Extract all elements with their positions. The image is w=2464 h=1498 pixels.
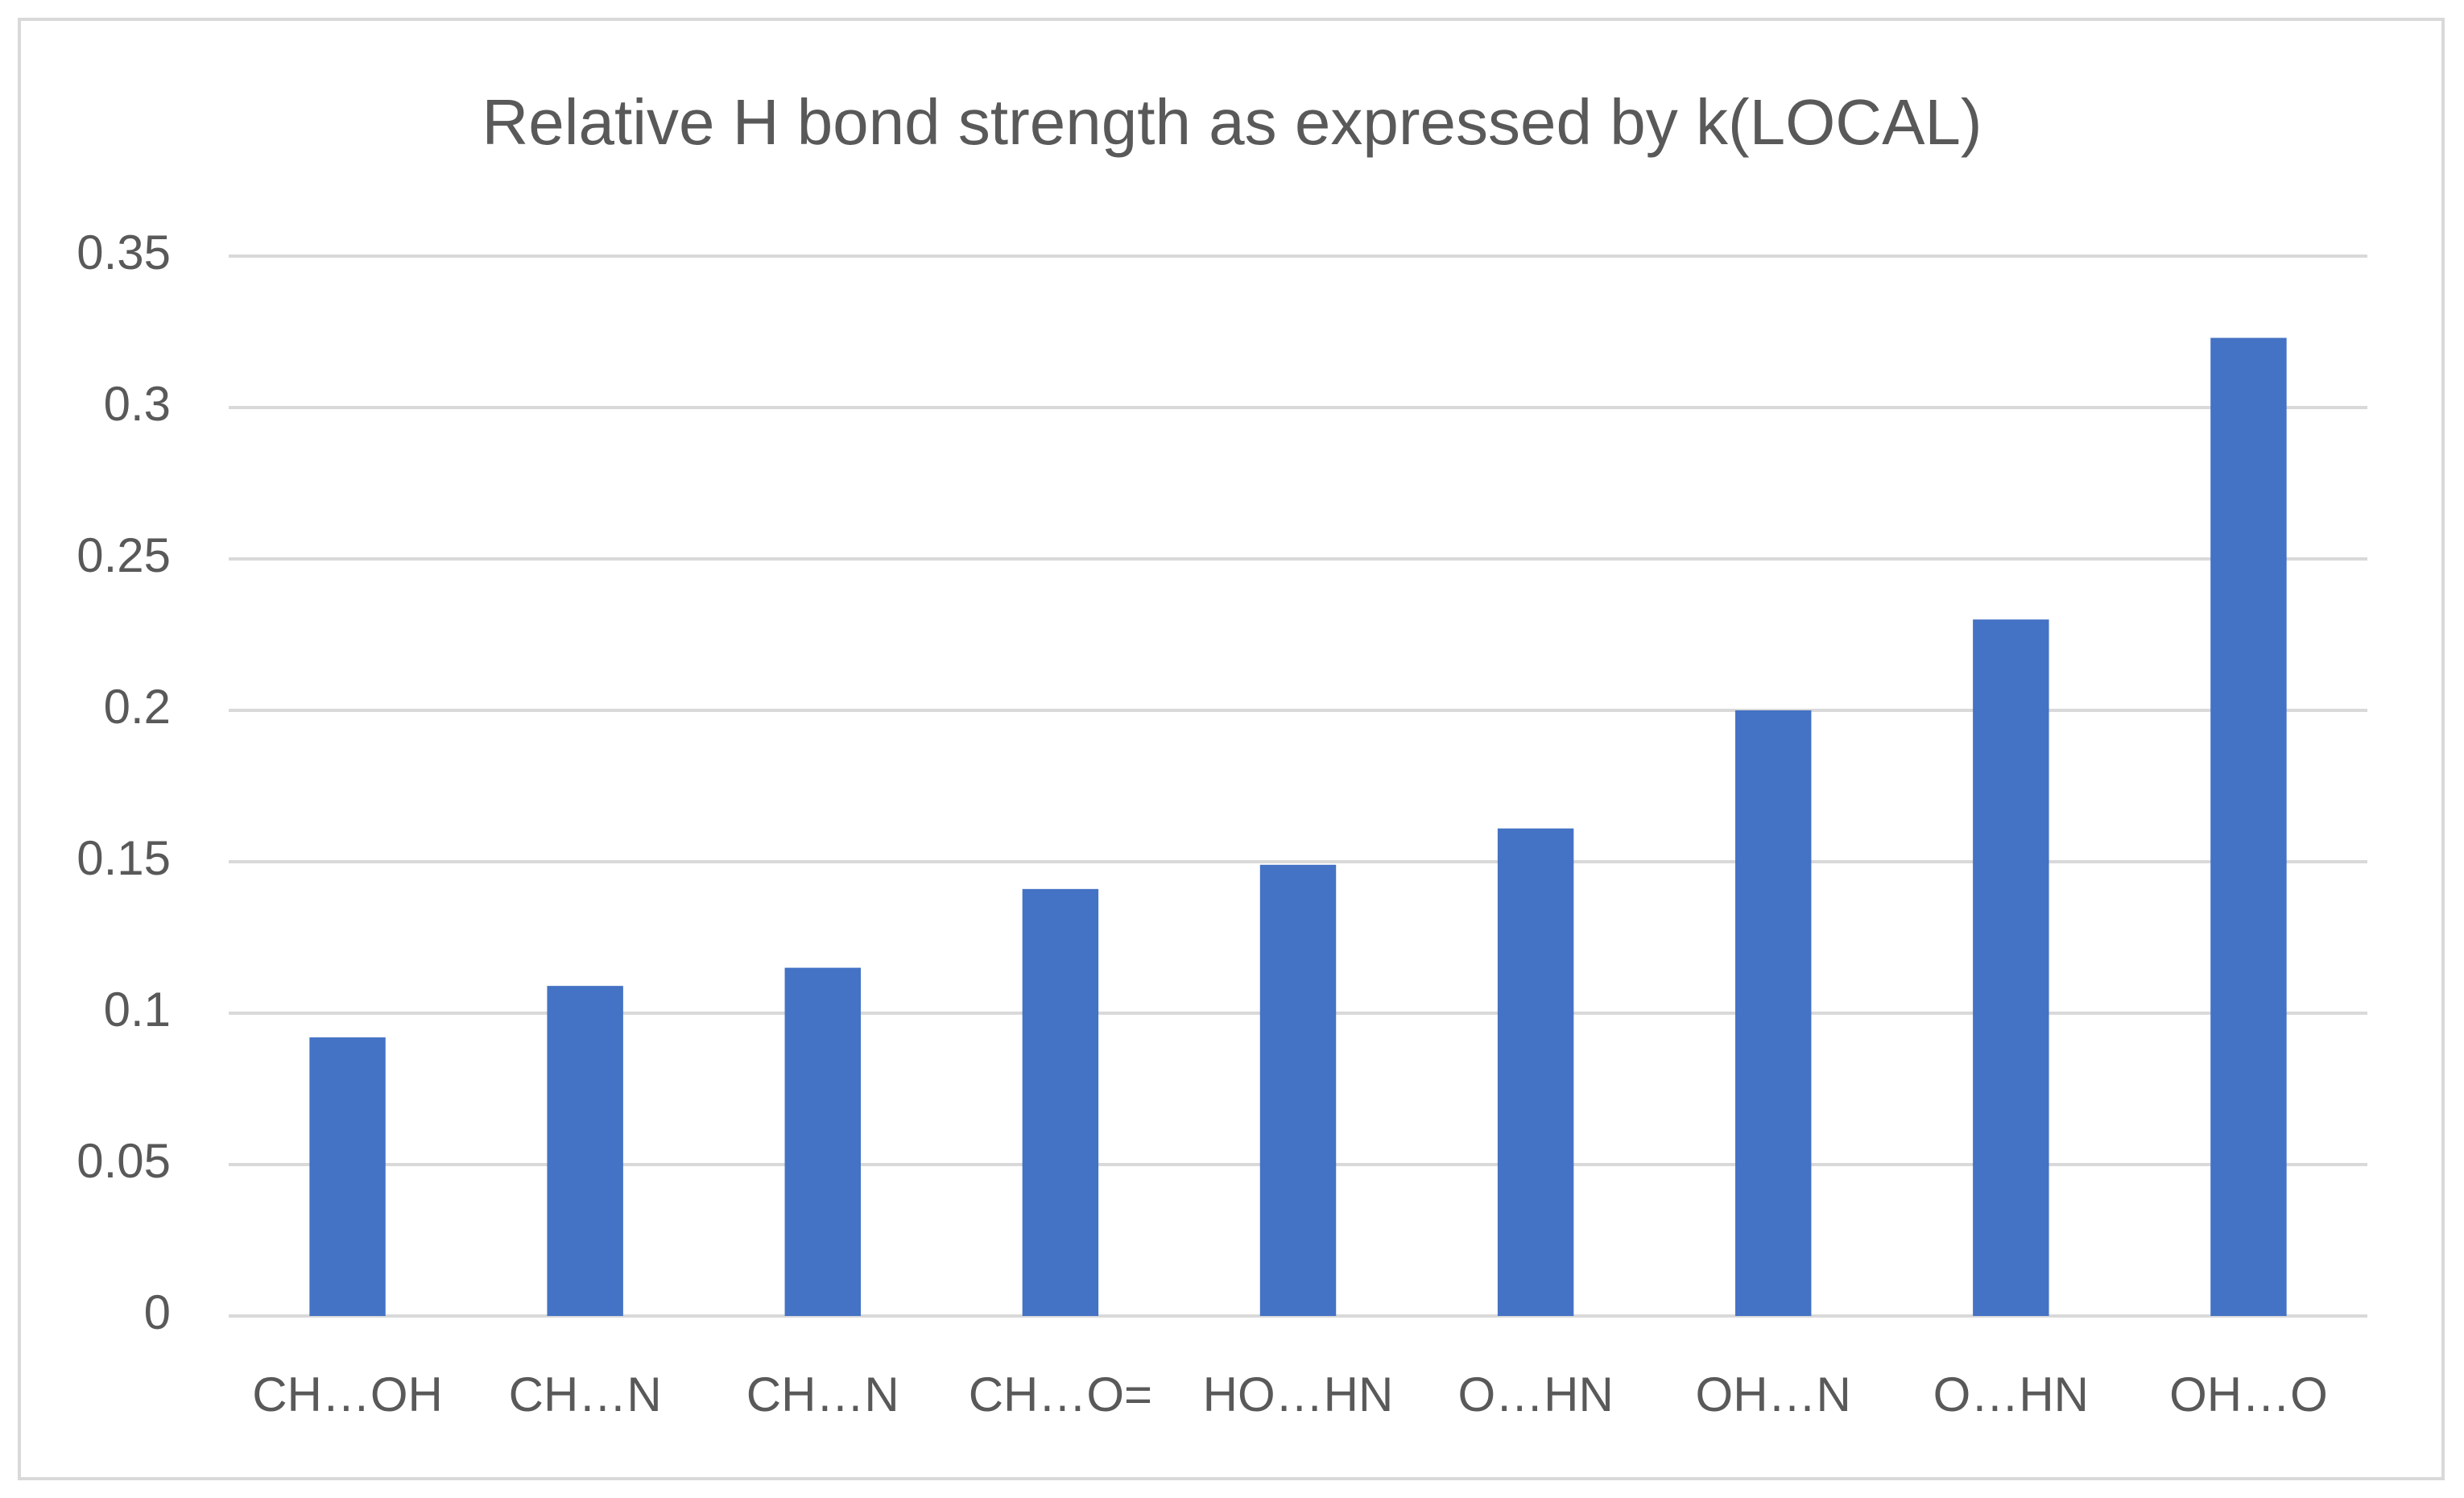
x-tick-label: CH…O= <box>969 1368 1152 1421</box>
x-tick-label: CH…N <box>746 1368 899 1421</box>
bar <box>2210 337 2287 1316</box>
x-tick-label: O…HN <box>1457 1368 1613 1421</box>
chart-title: Relative H bond strength as expressed by… <box>482 86 1982 158</box>
y-tick-label: 0.1 <box>104 983 171 1037</box>
y-tick-label: 0.15 <box>76 831 171 885</box>
x-tick-label: O…HN <box>1933 1368 2089 1421</box>
x-tick-label: OH…O <box>2169 1368 2328 1421</box>
bar <box>1022 888 1099 1316</box>
y-tick-label: 0.2 <box>104 680 171 734</box>
y-tick-label: 0.35 <box>76 226 171 279</box>
y-tick-label: 0 <box>144 1285 171 1339</box>
x-tick-label: CH…OH <box>252 1368 443 1421</box>
y-tick-label: 0.25 <box>76 528 171 582</box>
bar <box>309 1037 386 1316</box>
x-tick-label: HO…HN <box>1203 1368 1394 1421</box>
bar <box>1259 864 1337 1316</box>
x-tick-label: OH…N <box>1696 1368 1851 1421</box>
bar <box>1973 619 2049 1316</box>
x-tick-label: CH…N <box>509 1368 662 1421</box>
y-tick-label: 0.3 <box>104 377 171 431</box>
bar <box>1497 828 1574 1316</box>
bar <box>1735 710 1812 1316</box>
y-tick-label: 0.05 <box>76 1134 171 1188</box>
bar <box>784 967 861 1316</box>
bar <box>547 986 623 1316</box>
